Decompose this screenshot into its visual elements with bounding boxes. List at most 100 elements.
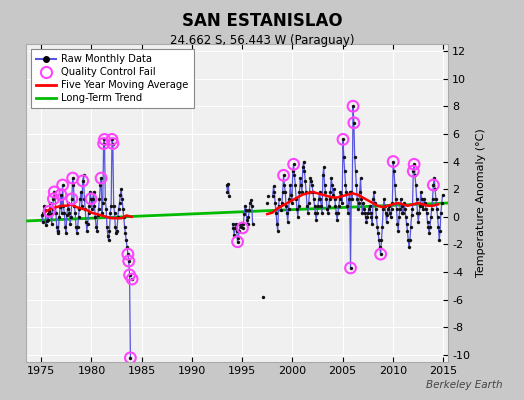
Point — [225, 193, 233, 199]
Point — [362, 214, 370, 220]
Point — [322, 196, 331, 202]
Point — [61, 223, 69, 230]
Point — [100, 140, 108, 147]
Point — [356, 175, 365, 181]
Point — [434, 223, 443, 230]
Point — [58, 210, 66, 216]
Point — [319, 172, 327, 178]
Point — [425, 230, 433, 237]
Point — [279, 172, 288, 178]
Point — [412, 182, 420, 188]
Point — [116, 192, 125, 198]
Point — [278, 200, 286, 206]
Point — [128, 276, 136, 282]
Point — [385, 202, 393, 209]
Point — [348, 196, 356, 202]
Point — [429, 182, 438, 188]
Text: SAN ESTANISLAO: SAN ESTANISLAO — [182, 12, 342, 30]
Point — [324, 202, 333, 209]
Point — [55, 214, 63, 220]
Point — [327, 175, 335, 181]
Point — [332, 210, 341, 216]
Point — [275, 202, 283, 209]
Point — [73, 230, 81, 237]
Point — [379, 205, 387, 212]
Point — [411, 172, 419, 178]
Point — [345, 189, 354, 195]
Point — [376, 251, 385, 257]
Point — [52, 223, 61, 230]
Point — [50, 189, 59, 195]
Point — [318, 210, 326, 216]
Point — [44, 216, 52, 223]
Point — [94, 205, 103, 212]
Point — [335, 196, 344, 202]
Point — [378, 223, 387, 230]
Point — [403, 228, 412, 234]
Point — [49, 196, 58, 202]
Point — [108, 140, 117, 147]
Point — [126, 355, 135, 361]
Point — [80, 196, 89, 202]
Point — [355, 189, 364, 195]
Point — [358, 210, 366, 216]
Point — [233, 238, 242, 245]
Point — [330, 186, 338, 192]
Point — [331, 202, 340, 209]
Point — [336, 189, 345, 195]
Point — [272, 220, 281, 227]
Point — [111, 210, 119, 216]
Point — [89, 196, 97, 202]
Point — [285, 196, 293, 202]
Point — [280, 182, 289, 188]
Point — [269, 183, 278, 190]
Point — [121, 230, 129, 237]
Y-axis label: Temperature Anomaly (°C): Temperature Anomaly (°C) — [476, 129, 486, 277]
Point — [248, 220, 257, 227]
Point — [339, 136, 347, 143]
Point — [118, 205, 127, 212]
Point — [122, 237, 130, 244]
Point — [289, 161, 298, 168]
Point — [351, 154, 359, 160]
Point — [114, 214, 122, 220]
Point — [367, 214, 376, 220]
Point — [289, 161, 298, 168]
Point — [279, 172, 288, 178]
Point — [90, 189, 98, 195]
Point — [303, 210, 312, 216]
Point — [98, 210, 106, 216]
Point — [54, 228, 62, 234]
Point — [79, 178, 87, 184]
Point — [243, 220, 252, 227]
Point — [297, 182, 305, 188]
Point — [85, 202, 94, 209]
Point — [100, 136, 108, 143]
Point — [335, 202, 343, 209]
Point — [48, 205, 57, 212]
Point — [77, 189, 85, 195]
Point — [435, 237, 443, 244]
Point — [69, 182, 78, 188]
Point — [395, 214, 403, 220]
Point — [49, 196, 58, 202]
Point — [97, 175, 105, 181]
Point — [296, 175, 304, 181]
Point — [418, 202, 427, 209]
Point — [113, 228, 121, 234]
Point — [407, 223, 415, 230]
Point — [114, 205, 123, 212]
Point — [247, 202, 256, 209]
Point — [368, 220, 376, 227]
Point — [428, 205, 436, 212]
Point — [377, 237, 386, 244]
Point — [339, 136, 347, 143]
Point — [115, 200, 124, 206]
Point — [300, 168, 309, 174]
Point — [439, 192, 447, 198]
Point — [270, 189, 279, 195]
Point — [64, 200, 73, 206]
Point — [39, 210, 48, 216]
Point — [74, 214, 83, 220]
Point — [91, 214, 100, 220]
